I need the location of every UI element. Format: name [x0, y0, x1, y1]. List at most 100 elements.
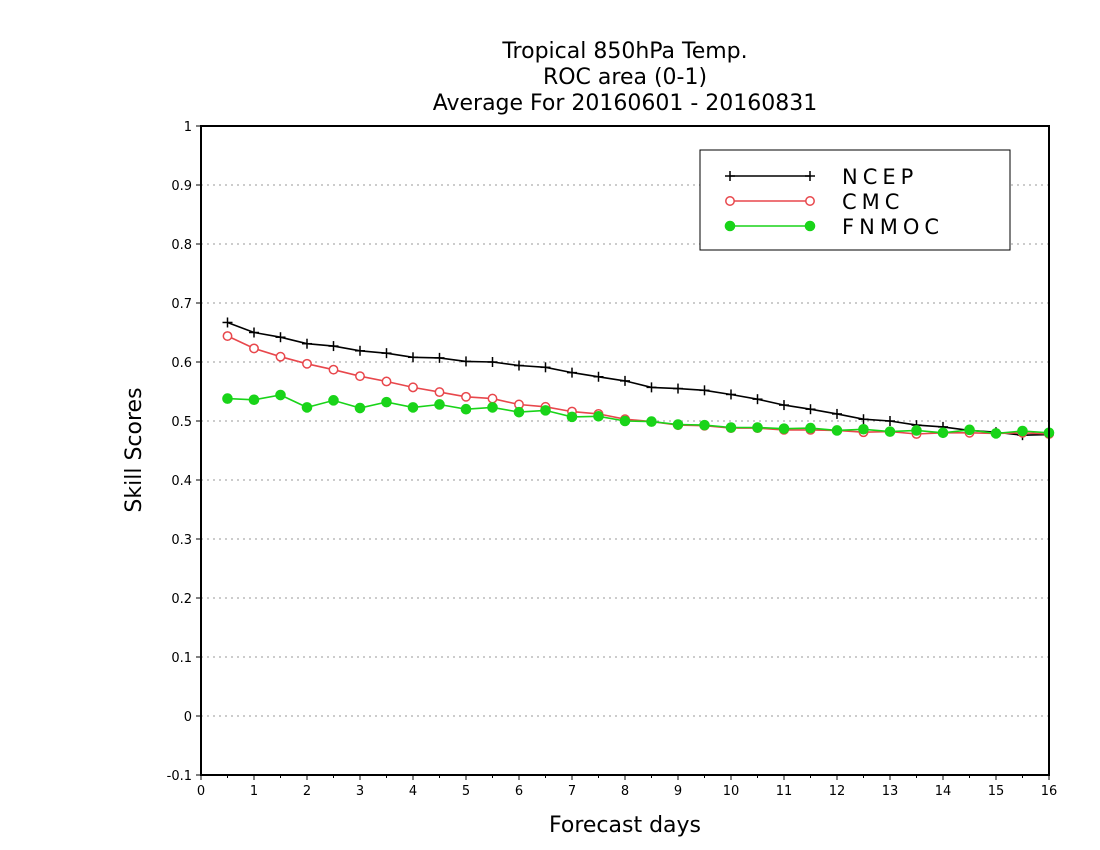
x-tick-label: 1	[250, 784, 258, 799]
data-point-fnmoc	[460, 403, 472, 415]
plot-frame	[200, 125, 1050, 776]
data-point-fnmoc	[593, 410, 604, 422]
data-point-fnmoc	[434, 399, 445, 410]
series-line-ncep	[227, 321, 1050, 437]
y-tick-label: 0.7	[171, 297, 192, 312]
data-point-fnmoc	[805, 422, 816, 434]
data-point-fnmoc	[566, 411, 578, 423]
legend-entry-ncep: NCEP	[725, 165, 913, 189]
data-point-fnmoc	[275, 389, 286, 401]
legend-label: CMC	[842, 190, 904, 214]
y-tick-label: 0.4	[171, 474, 192, 489]
y-tick-label: 0.2	[171, 592, 192, 607]
y-tick-label: 0.9	[171, 179, 192, 194]
series-layer	[222, 317, 1055, 441]
x-tick-label: 5	[462, 784, 470, 799]
x-tick-label: 12	[829, 784, 846, 799]
data-point-ncep	[620, 375, 630, 386]
data-point-ncep	[328, 341, 339, 352]
data-point-ncep	[832, 408, 842, 419]
data-point-fnmoc	[619, 415, 631, 427]
data-point-fnmoc	[487, 402, 498, 413]
data-point-fnmoc	[1017, 425, 1028, 437]
data-point-cmc	[249, 343, 259, 354]
x-axis-title: Forecast days	[549, 813, 701, 838]
data-point-ncep	[726, 389, 736, 400]
data-point-cmc	[302, 358, 312, 369]
x-tick-label: 13	[882, 784, 899, 799]
x-tick-label: 9	[674, 784, 682, 799]
data-point-cmc	[328, 364, 339, 375]
data-point-ncep	[355, 345, 365, 356]
data-point-cmc	[381, 376, 392, 387]
data-point-fnmoc	[222, 393, 233, 404]
data-point-cmc	[434, 387, 445, 398]
data-point-fnmoc	[301, 402, 313, 413]
x-tick-label: 3	[356, 784, 364, 799]
data-point-fnmoc	[964, 424, 975, 436]
legend-marker	[805, 196, 815, 206]
legend-marker	[725, 196, 735, 206]
y-tick-label: 0	[184, 710, 192, 725]
data-point-ncep	[408, 352, 418, 363]
data-point-fnmoc	[248, 394, 260, 406]
data-point-ncep	[593, 371, 604, 382]
data-point-ncep	[779, 400, 789, 411]
title-line-1: Tropical 850hPa Temp.	[501, 39, 747, 64]
data-point-ncep	[275, 332, 286, 343]
data-point-fnmoc	[699, 419, 710, 431]
data-point-ncep	[673, 383, 683, 394]
data-point-fnmoc	[752, 422, 763, 433]
series-line-cmc	[227, 335, 1050, 435]
data-point-ncep	[434, 352, 445, 363]
data-point-fnmoc	[381, 396, 392, 408]
x-tick-label: 4	[409, 784, 417, 799]
data-point-cmc	[487, 393, 498, 404]
legend-marker	[725, 171, 735, 181]
data-point-ncep	[222, 317, 233, 328]
data-point-ncep	[249, 327, 259, 338]
data-point-fnmoc	[831, 425, 843, 436]
data-point-ncep	[646, 382, 657, 393]
legend-entry-cmc: CMC	[725, 190, 904, 214]
data-point-fnmoc	[328, 395, 339, 406]
data-point-fnmoc	[672, 419, 684, 430]
x-tick-label: 0	[197, 784, 205, 799]
data-point-fnmoc	[778, 423, 790, 434]
legend-label: FNMOC	[842, 215, 944, 239]
y-axis-title: Skill Scores	[122, 387, 147, 512]
data-point-cmc	[408, 382, 418, 393]
legend-marker	[724, 220, 736, 232]
series-cmc	[222, 331, 1054, 439]
x-tick-label: 7	[568, 784, 576, 799]
y-tick-label: 0.1	[171, 651, 192, 666]
axes: -0.100.10.20.30.40.50.60.70.80.910 1 2 3 4 5 6…	[167, 120, 1058, 799]
x-tick-label: 16	[1041, 784, 1058, 799]
legend-marker	[804, 220, 816, 232]
grid-lines	[201, 184, 1049, 717]
y-tick-label: 1	[184, 120, 192, 135]
y-tick-label: 0.3	[171, 533, 192, 548]
data-point-fnmoc	[646, 416, 657, 427]
data-point-ncep	[302, 338, 312, 349]
data-point-fnmoc	[354, 402, 366, 414]
series-fnmoc	[222, 389, 1055, 439]
y-tick-label: -0.1	[167, 769, 192, 784]
data-point-fnmoc	[990, 428, 1002, 439]
y-tick-label: 0.6	[171, 356, 192, 371]
data-point-cmc	[222, 331, 233, 341]
data-point-fnmoc	[725, 422, 737, 433]
x-tick-label: 2	[303, 784, 311, 799]
data-point-fnmoc	[884, 426, 896, 437]
data-point-fnmoc	[407, 402, 419, 413]
data-point-ncep	[461, 356, 471, 367]
data-point-fnmoc	[858, 423, 869, 435]
data-point-ncep	[699, 385, 710, 396]
x-tick-label: 15	[988, 784, 1005, 799]
data-point-ncep	[805, 404, 816, 415]
data-point-fnmoc	[513, 406, 525, 418]
legend-entry-fnmoc: FNMOC	[724, 215, 944, 239]
series-line-fnmoc	[227, 394, 1050, 435]
legend-marker	[805, 171, 815, 181]
